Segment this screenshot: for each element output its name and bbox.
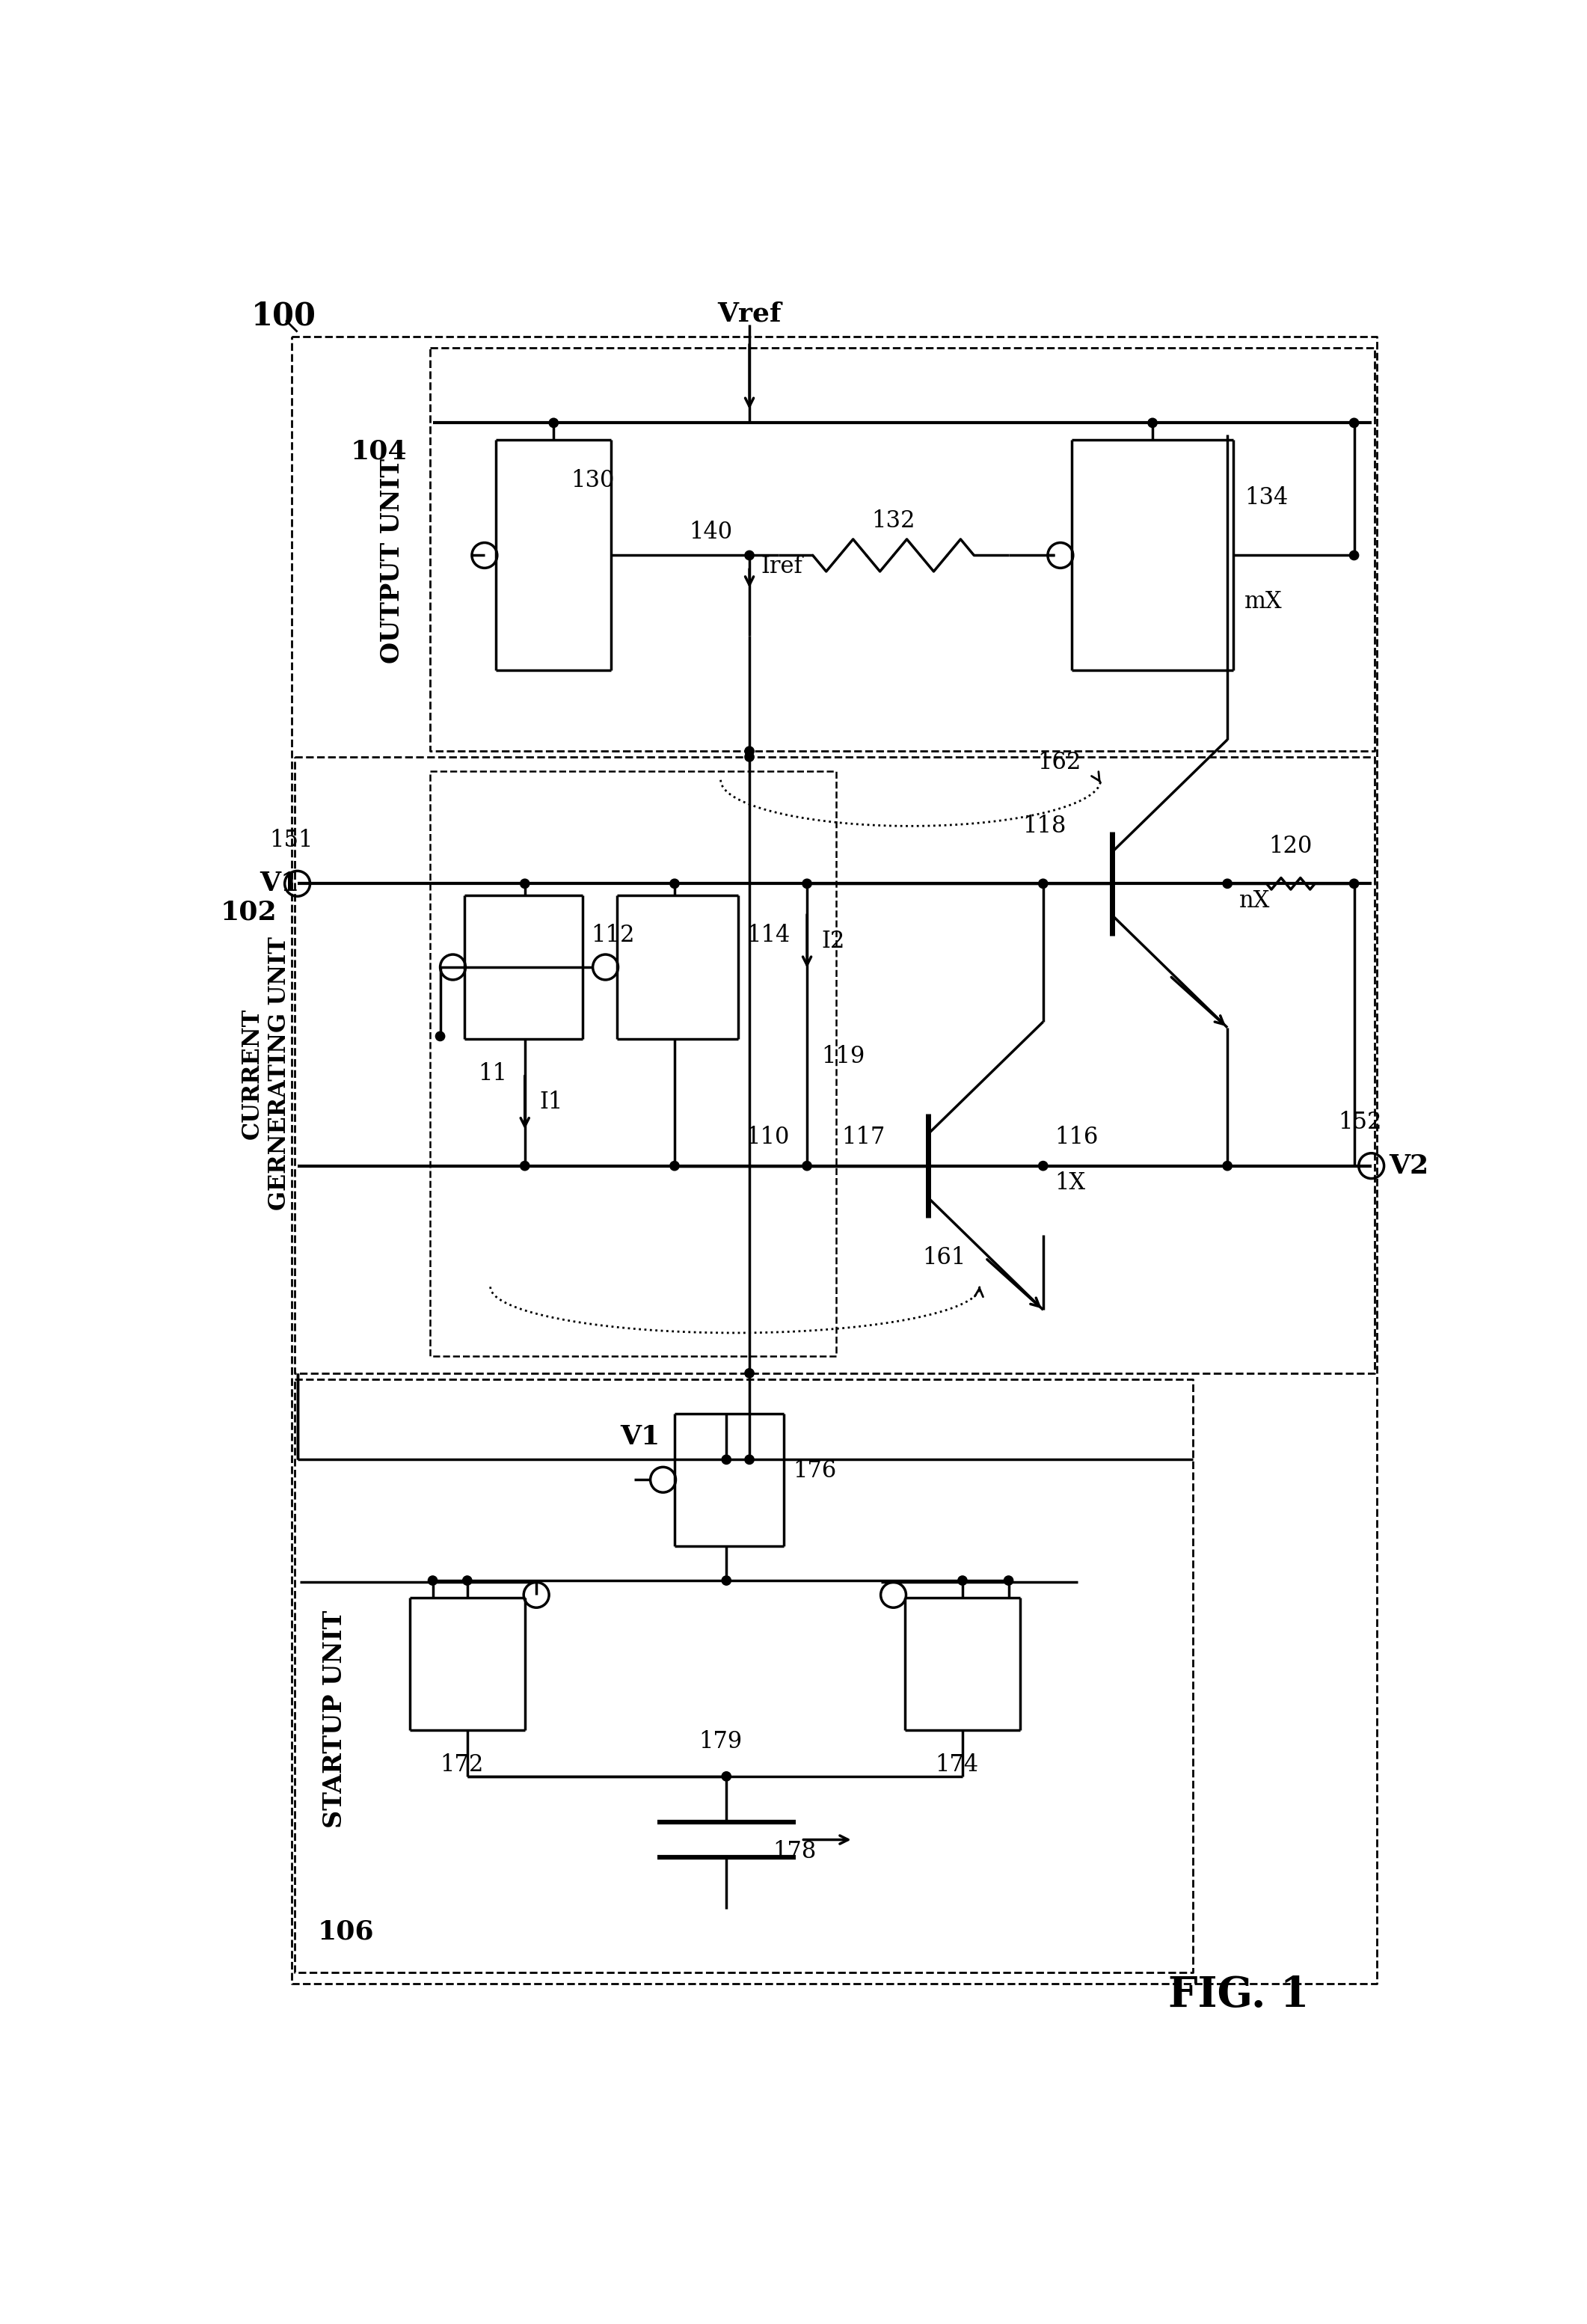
Circle shape bbox=[1222, 878, 1232, 888]
Text: 117: 117 bbox=[841, 1125, 886, 1148]
Text: V1: V1 bbox=[621, 1425, 660, 1450]
Circle shape bbox=[463, 1576, 471, 1585]
Text: 119: 119 bbox=[822, 1046, 865, 1069]
Circle shape bbox=[1349, 418, 1358, 428]
Text: 161: 161 bbox=[922, 1246, 966, 1269]
Text: mX: mX bbox=[1244, 590, 1282, 614]
Circle shape bbox=[959, 1576, 966, 1585]
Circle shape bbox=[521, 878, 530, 888]
Text: Vref: Vref bbox=[717, 300, 781, 325]
Circle shape bbox=[1222, 1162, 1232, 1171]
Circle shape bbox=[549, 418, 559, 428]
Circle shape bbox=[1038, 878, 1047, 888]
Circle shape bbox=[435, 1032, 444, 1041]
Circle shape bbox=[803, 1162, 811, 1171]
Circle shape bbox=[1005, 1576, 1013, 1585]
Text: CURRENT
GERNERATING UNIT: CURRENT GERNERATING UNIT bbox=[241, 937, 290, 1211]
Circle shape bbox=[521, 1162, 530, 1171]
Text: 134: 134 bbox=[1244, 486, 1289, 509]
Text: 130: 130 bbox=[571, 469, 614, 493]
Text: 118: 118 bbox=[1022, 813, 1066, 837]
Text: Iref: Iref bbox=[760, 555, 803, 579]
Text: 104: 104 bbox=[351, 439, 406, 465]
Circle shape bbox=[744, 1369, 754, 1378]
Text: V2: V2 bbox=[1389, 1153, 1428, 1178]
Text: nX: nX bbox=[1239, 890, 1270, 913]
Circle shape bbox=[744, 746, 754, 755]
Text: STARTUP UNIT: STARTUP UNIT bbox=[322, 1611, 348, 1827]
Circle shape bbox=[722, 1455, 732, 1464]
Text: 176: 176 bbox=[792, 1459, 836, 1483]
Circle shape bbox=[1038, 1162, 1047, 1171]
Text: I1: I1 bbox=[540, 1090, 563, 1113]
Circle shape bbox=[722, 1771, 732, 1780]
Text: 162: 162 bbox=[1038, 751, 1081, 774]
Circle shape bbox=[428, 1576, 438, 1585]
Circle shape bbox=[744, 753, 754, 762]
Text: 106: 106 bbox=[317, 1920, 375, 1945]
Circle shape bbox=[1349, 878, 1358, 888]
Text: 132: 132 bbox=[871, 509, 916, 532]
Text: 100: 100 bbox=[251, 300, 316, 332]
Text: 174: 174 bbox=[935, 1752, 979, 1776]
Text: I2: I2 bbox=[822, 930, 844, 953]
Text: 120: 120 bbox=[1270, 834, 1312, 858]
Text: 152: 152 bbox=[1338, 1111, 1382, 1134]
Text: 1X: 1X bbox=[1055, 1171, 1086, 1195]
Circle shape bbox=[670, 1162, 679, 1171]
Text: FIG. 1: FIG. 1 bbox=[1168, 1975, 1309, 2015]
Text: V1: V1 bbox=[260, 872, 300, 897]
Text: 116: 116 bbox=[1055, 1125, 1098, 1148]
Text: 112: 112 bbox=[590, 925, 635, 948]
Circle shape bbox=[744, 1455, 754, 1464]
Text: 11: 11 bbox=[478, 1062, 508, 1085]
Text: 178: 178 bbox=[773, 1841, 816, 1864]
Circle shape bbox=[803, 878, 811, 888]
Circle shape bbox=[1349, 551, 1358, 560]
Text: 114: 114 bbox=[746, 925, 790, 948]
Circle shape bbox=[670, 878, 679, 888]
Text: 172: 172 bbox=[440, 1752, 484, 1776]
Text: 151: 151 bbox=[270, 830, 314, 853]
Text: 179: 179 bbox=[698, 1729, 743, 1752]
Text: 102: 102 bbox=[221, 899, 278, 925]
Text: OUTPUT UNIT: OUTPUT UNIT bbox=[379, 458, 405, 665]
Circle shape bbox=[722, 1576, 732, 1585]
Text: 110: 110 bbox=[746, 1125, 790, 1148]
Circle shape bbox=[1147, 418, 1157, 428]
Text: 140: 140 bbox=[689, 521, 732, 544]
Circle shape bbox=[744, 551, 754, 560]
